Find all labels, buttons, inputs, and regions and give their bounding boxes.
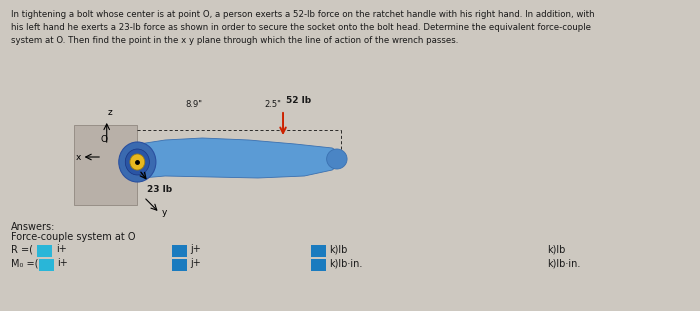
Text: k)lb: k)lb xyxy=(330,244,348,254)
Text: Force-couple system at O: Force-couple system at O xyxy=(11,232,136,242)
Text: In tightening a bolt whose center is at point O, a person exerts a 52-lb force o: In tightening a bolt whose center is at … xyxy=(11,10,595,45)
Text: O: O xyxy=(100,135,107,144)
FancyBboxPatch shape xyxy=(172,259,186,271)
Polygon shape xyxy=(74,125,137,205)
Text: R =(: R =( xyxy=(11,244,33,254)
Text: x: x xyxy=(76,153,81,162)
FancyBboxPatch shape xyxy=(311,259,326,271)
Text: M₀ =(: M₀ =( xyxy=(11,258,38,268)
Polygon shape xyxy=(133,138,342,178)
Circle shape xyxy=(119,142,156,182)
Text: y: y xyxy=(162,208,167,217)
Text: i+: i+ xyxy=(56,244,66,254)
FancyBboxPatch shape xyxy=(172,245,186,257)
Text: j+: j+ xyxy=(190,258,201,268)
Circle shape xyxy=(125,149,149,175)
Text: i+: i+ xyxy=(57,258,69,268)
Text: k)lb·in.: k)lb·in. xyxy=(330,258,363,268)
FancyBboxPatch shape xyxy=(39,259,54,271)
Text: 23 lb: 23 lb xyxy=(146,185,172,194)
Text: z: z xyxy=(108,108,113,117)
Text: 52 lb: 52 lb xyxy=(286,96,311,105)
Text: j+: j+ xyxy=(190,244,201,254)
Circle shape xyxy=(130,154,145,170)
FancyBboxPatch shape xyxy=(37,245,52,257)
FancyBboxPatch shape xyxy=(311,245,326,257)
Text: Answers:: Answers: xyxy=(11,222,55,232)
Ellipse shape xyxy=(327,149,347,169)
Text: k)lb: k)lb xyxy=(547,244,566,254)
Text: k)lb·in.: k)lb·in. xyxy=(547,258,581,268)
Text: 8.9": 8.9" xyxy=(186,100,202,109)
Text: 2.5": 2.5" xyxy=(265,100,281,109)
